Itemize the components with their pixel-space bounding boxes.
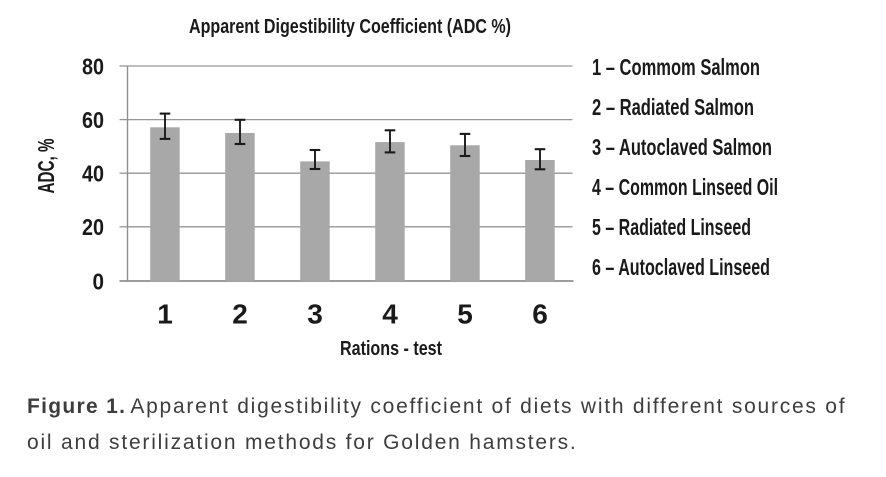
svg-text:Rations - test: Rations - test (340, 338, 442, 360)
svg-text:1 – Commom Salmon: 1 – Commom Salmon (592, 54, 760, 80)
svg-text:ADC, %: ADC, % (33, 139, 59, 194)
svg-text:4 – Common Linseed Oil: 4 – Common Linseed Oil (592, 174, 778, 200)
svg-text:40: 40 (82, 161, 104, 187)
svg-text:6 – Autoclaved Linseed: 6 – Autoclaved Linseed (592, 254, 770, 280)
svg-text:60: 60 (82, 107, 104, 133)
svg-text:1: 1 (157, 299, 173, 330)
svg-text:20: 20 (82, 214, 104, 240)
svg-text:4: 4 (382, 299, 398, 330)
svg-text:80: 80 (82, 53, 104, 79)
svg-text:3: 3 (307, 299, 323, 330)
svg-text:5: 5 (457, 299, 473, 330)
svg-text:2 – Radiated Salmon: 2 – Radiated Salmon (592, 94, 754, 120)
svg-text:3 – Autoclaved Salmon: 3 – Autoclaved Salmon (592, 134, 772, 160)
svg-text:2: 2 (232, 299, 248, 330)
svg-text:6: 6 (532, 299, 548, 330)
svg-text:5 – Radiated Linseed: 5 – Radiated Linseed (592, 214, 751, 240)
svg-text:0: 0 (93, 268, 105, 294)
svg-text:Apparent Digestibility Coeffic: Apparent Digestibility Coefficient (ADC … (189, 16, 511, 38)
